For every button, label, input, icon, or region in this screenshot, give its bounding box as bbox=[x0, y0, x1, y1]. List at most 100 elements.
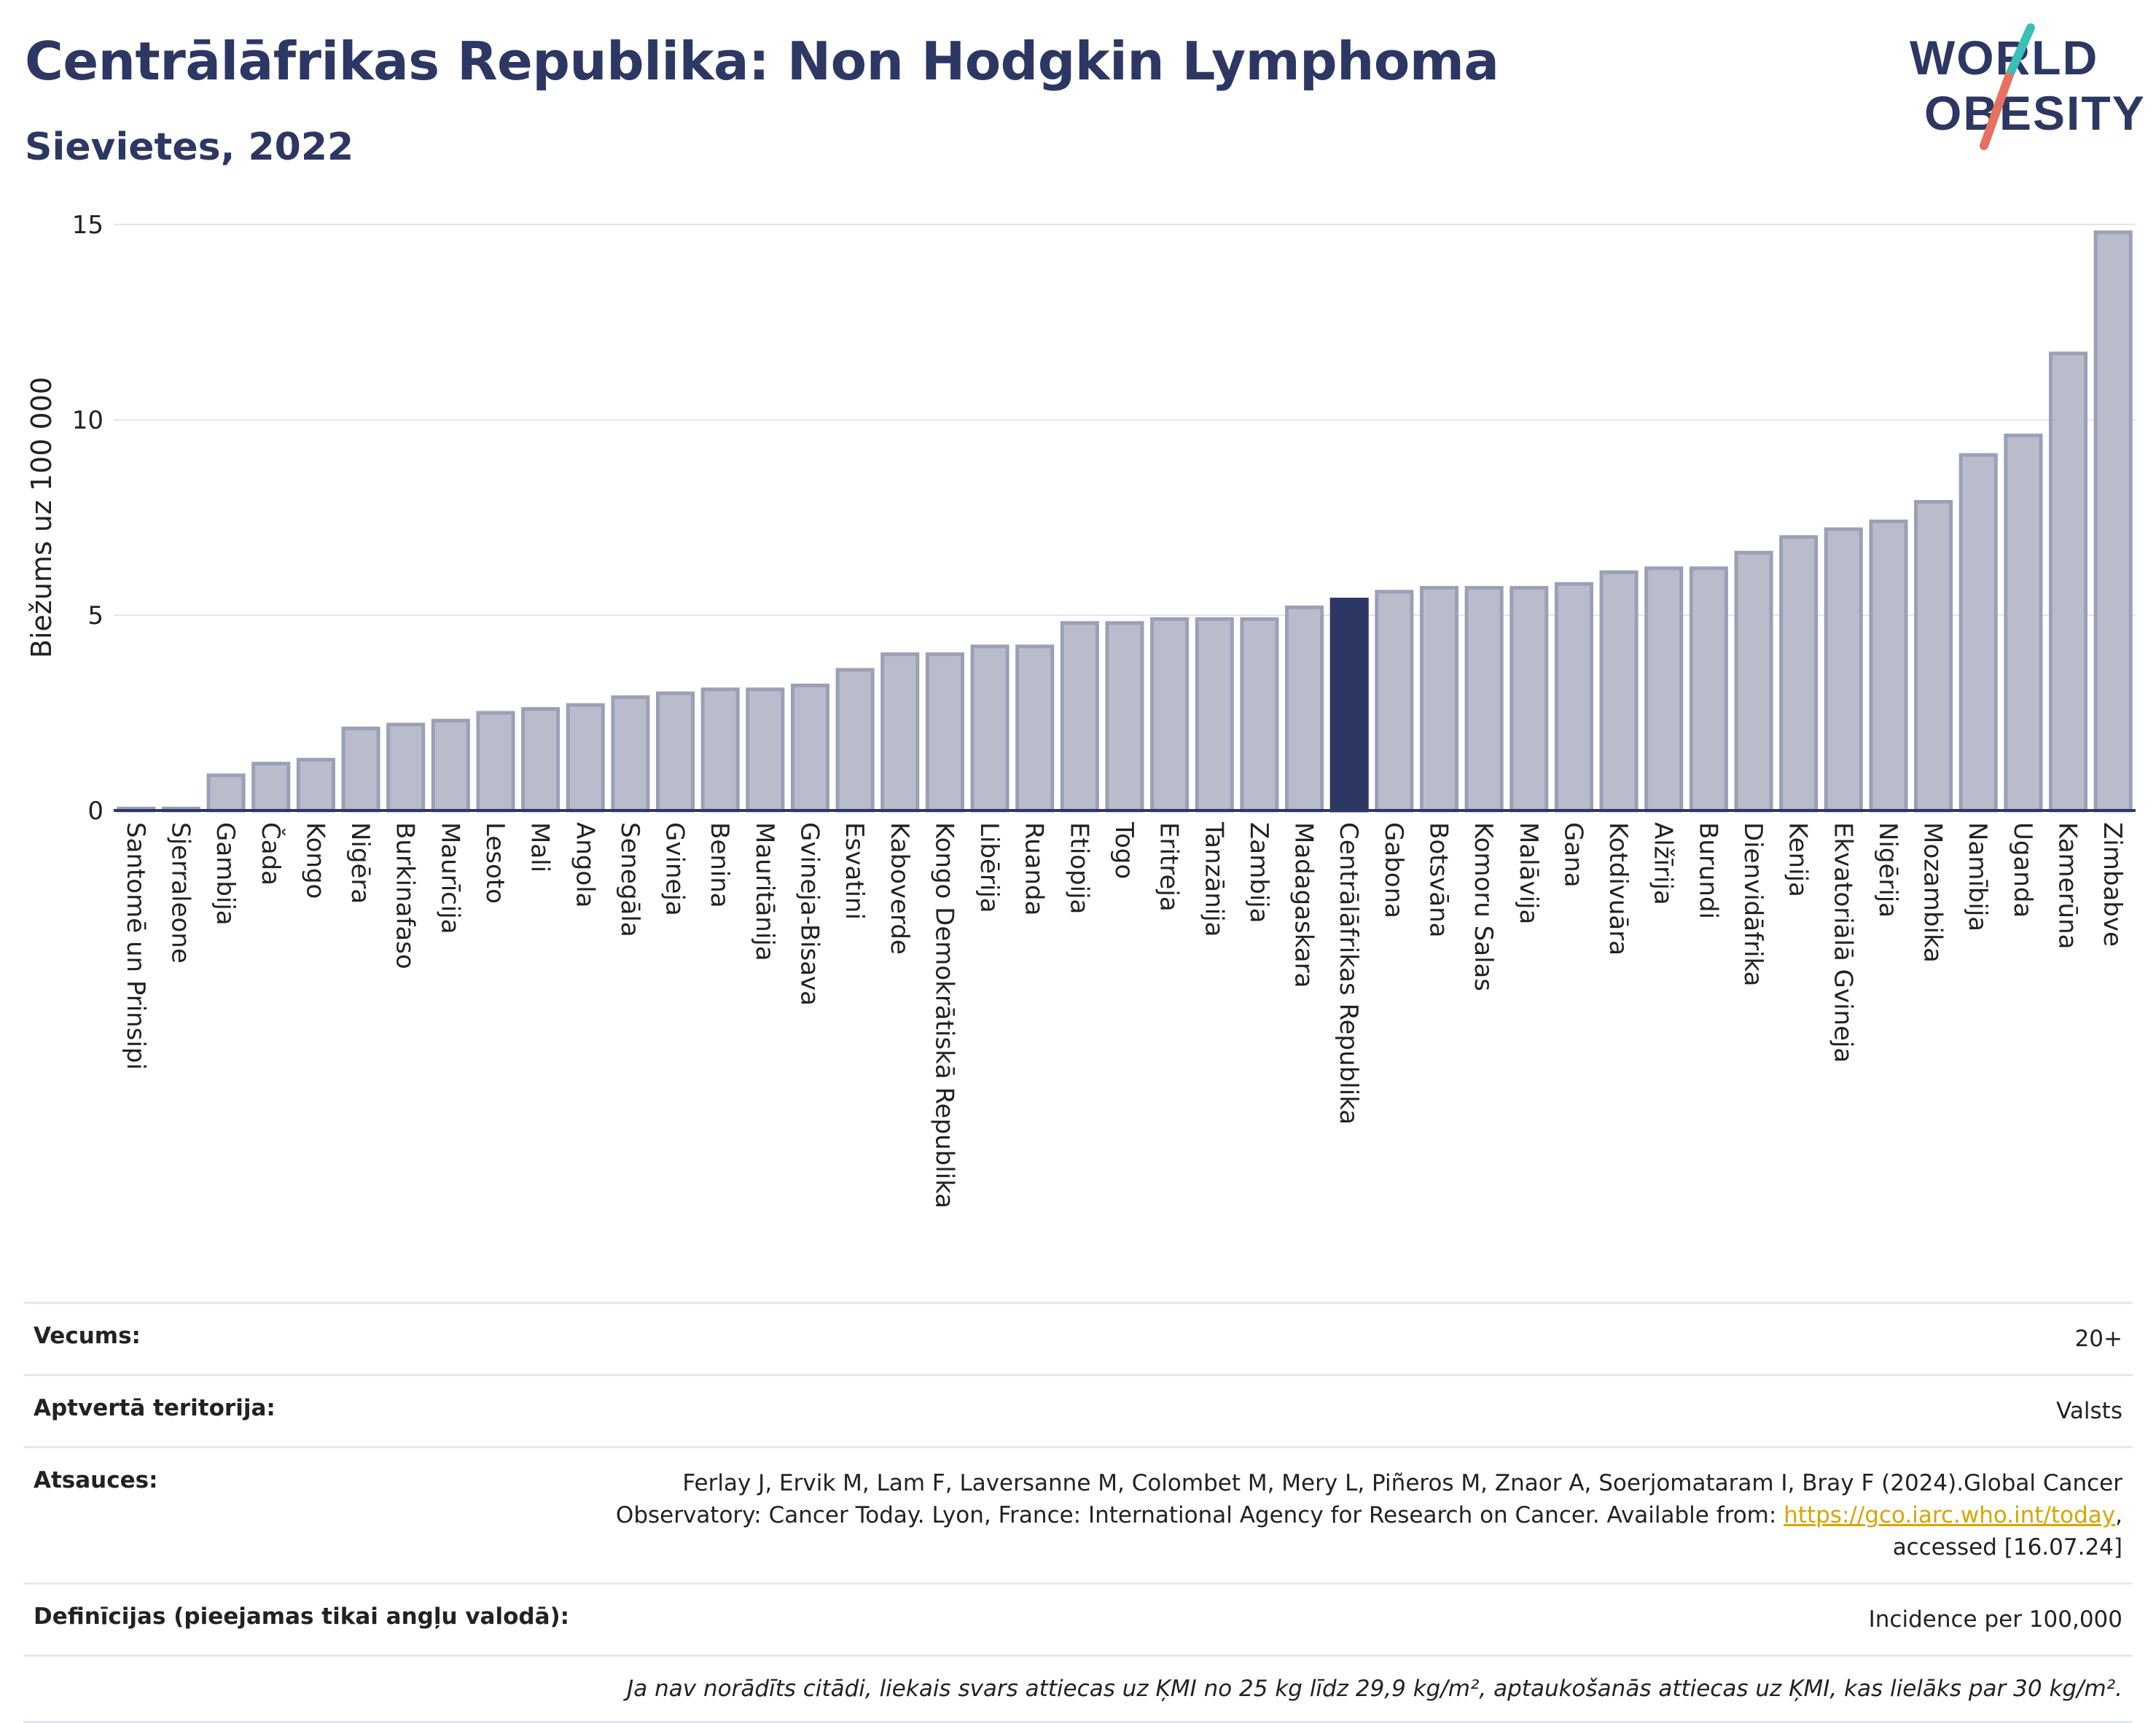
y-tick-label: 15 bbox=[72, 211, 103, 240]
bar bbox=[1285, 605, 1324, 813]
bar bbox=[880, 652, 920, 813]
info-row-definitions: Definīcijas (pieejamas tikai angļu valod… bbox=[23, 1582, 2133, 1654]
x-tick-label: Dienvidāfrika bbox=[1738, 822, 1768, 986]
age-value: 20+ bbox=[2074, 1326, 2122, 1352]
x-tick-label: Komoru Salas bbox=[1469, 822, 1498, 991]
x-tick-label: Lesoto bbox=[480, 822, 509, 904]
bar bbox=[925, 652, 964, 813]
info-row-note: Ja nav norādīts citādi, liekais svars at… bbox=[23, 1654, 2133, 1723]
bar bbox=[1958, 453, 1998, 813]
bar bbox=[1464, 585, 1504, 813]
info-row-references: Atsauces: Ferlay J, Ervik M, Lam F, Lave… bbox=[23, 1446, 2133, 1582]
bar bbox=[566, 703, 605, 813]
x-tick-label: Gvineja-Bisava bbox=[794, 822, 824, 1006]
y-tick-label: 10 bbox=[72, 406, 103, 435]
bar bbox=[1554, 582, 1593, 813]
bar bbox=[1509, 585, 1549, 813]
x-tick-label: Eritreja bbox=[1155, 822, 1184, 912]
references-text-4: accessed [16.07.24] bbox=[1892, 1534, 2122, 1560]
bar bbox=[1734, 550, 1773, 813]
x-tick-label: Ruanda bbox=[1020, 822, 1049, 915]
x-tick-label: Mauritānija bbox=[750, 822, 779, 961]
bar-chart: 0 5 10 15 Biežums uz 100 000 Santomē un Prins… bbox=[26, 211, 2136, 1208]
x-tick-label: Ekvatoriālā Gvineja bbox=[1828, 822, 1857, 1063]
x-tick-label: Etiopija bbox=[1064, 822, 1093, 914]
bar bbox=[1644, 566, 1684, 813]
bar bbox=[251, 762, 291, 813]
bar bbox=[2004, 433, 2043, 813]
logo-line1: WORLD bbox=[1910, 31, 2098, 85]
bar bbox=[2093, 230, 2133, 813]
x-tick-label: Burundi bbox=[1693, 822, 1722, 919]
references-text-1: Ferlay J, Ervik M, Lam F, Laversanne M, … bbox=[682, 1470, 2122, 1496]
x-tick-label: Libērija bbox=[975, 822, 1004, 913]
x-tick-label: Čada bbox=[256, 822, 286, 886]
bar bbox=[1689, 566, 1728, 813]
footnote: Ja nav norādīts citādi, liekais svars at… bbox=[627, 1676, 2122, 1702]
bar bbox=[1329, 598, 1369, 813]
x-tick-label: Mozambika bbox=[1918, 822, 1948, 963]
bar bbox=[476, 711, 515, 813]
references-link[interactable]: https://gco.iarc.who.int/today bbox=[1784, 1502, 2116, 1528]
bar bbox=[1779, 535, 1819, 813]
x-tick-label: Malāvija bbox=[1514, 822, 1543, 924]
territory-value: Valsts bbox=[2056, 1398, 2122, 1424]
x-tick-label: Sjerraleone bbox=[165, 822, 195, 964]
x-tick-label: Gana bbox=[1558, 822, 1587, 888]
bar bbox=[656, 691, 695, 813]
bar bbox=[341, 726, 380, 813]
x-tick-label: Maurīcija bbox=[435, 822, 464, 934]
x-tick-label: Botsvāna bbox=[1424, 822, 1453, 938]
x-tick-label: Angola bbox=[570, 822, 599, 907]
bar bbox=[1240, 617, 1279, 813]
references-label: Atsauces: bbox=[34, 1467, 158, 1493]
x-tick-label: Kongo Demokrātiskā Republika bbox=[929, 822, 958, 1208]
bar bbox=[746, 687, 785, 813]
x-tick-label: Alžīrija bbox=[1649, 822, 1678, 905]
x-tick-label: Senegāla bbox=[615, 822, 644, 937]
bar bbox=[1195, 617, 1234, 813]
bar bbox=[835, 668, 875, 813]
bar bbox=[521, 707, 561, 813]
x-tick-label: Uganda bbox=[2008, 822, 2037, 918]
x-tick-label: Zimbabve bbox=[2098, 822, 2127, 947]
y-axis-label: Biežums uz 100 000 bbox=[26, 377, 58, 658]
info-row-territory: Aptvertā teritorija: Valsts bbox=[23, 1374, 2133, 1446]
x-tick-label: Tanzānija bbox=[1199, 821, 1228, 937]
x-tick-label: Gvineja bbox=[660, 822, 690, 916]
bar bbox=[790, 683, 830, 813]
definitions-label: Definīcijas (pieejamas tikai angļu valod… bbox=[34, 1603, 570, 1630]
x-tick-label: Madagaskara bbox=[1289, 822, 1319, 988]
x-tick-label: Centrālāfrikas Republika bbox=[1334, 822, 1363, 1125]
references-text-3: , bbox=[2115, 1502, 2122, 1528]
x-tick-label: Santomē un Prinsipi bbox=[121, 822, 150, 1070]
bar bbox=[1015, 644, 1055, 813]
bar bbox=[431, 719, 470, 813]
x-tick-label: Kamerūna bbox=[2053, 822, 2082, 949]
bar bbox=[700, 687, 740, 813]
page-subtitle: Sievietes, 2022 bbox=[25, 125, 354, 169]
bar bbox=[206, 773, 246, 813]
bar bbox=[386, 722, 426, 813]
bar bbox=[1150, 617, 1190, 813]
bar bbox=[1824, 527, 1863, 813]
x-tick-label: Mali bbox=[526, 822, 555, 872]
x-tick-label: Nigērija bbox=[1873, 822, 1902, 918]
bar bbox=[1914, 500, 1953, 813]
x-tick-label: Nigēra bbox=[345, 822, 375, 904]
x-tick-label: Gabona bbox=[1379, 822, 1408, 918]
bar bbox=[1599, 570, 1639, 813]
bar bbox=[296, 757, 335, 813]
info-table: Vecums: 20+ Aptvertā teritorija: Valsts … bbox=[23, 1302, 2133, 1723]
bar bbox=[2048, 351, 2088, 813]
x-tick-label: Kotdivuāra bbox=[1604, 822, 1633, 956]
x-tick-label: Zambija bbox=[1244, 822, 1273, 923]
x-tick-label: Benina bbox=[705, 822, 734, 908]
territory-label: Aptvertā teritorija: bbox=[34, 1395, 276, 1421]
x-tick-label: Gambija bbox=[211, 822, 240, 926]
x-tick-label: Kaboverde bbox=[885, 822, 914, 955]
bar bbox=[1375, 590, 1414, 813]
x-tick-label: Togo bbox=[1109, 821, 1138, 879]
x-tick-label: Kenija bbox=[1784, 822, 1813, 897]
x-tick-label: Esvatini bbox=[840, 822, 869, 920]
